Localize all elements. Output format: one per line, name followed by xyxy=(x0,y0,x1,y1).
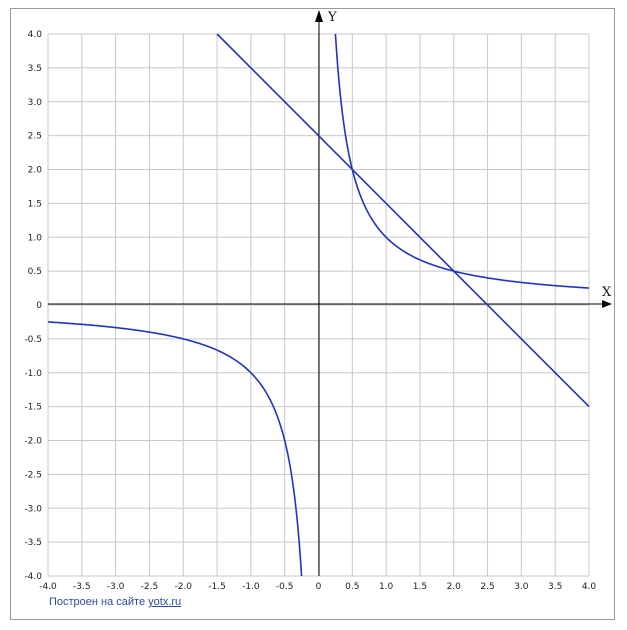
x-tick-label: 0 xyxy=(316,582,322,592)
x-tick-label: -1.0 xyxy=(242,582,260,592)
x-tick-label: 4.0 xyxy=(582,582,597,592)
x-tick-label: 2.0 xyxy=(447,582,462,592)
chart-frame xyxy=(10,8,615,620)
y-tick-label: -2.5 xyxy=(24,470,42,480)
y-axis-arrow xyxy=(315,10,323,22)
y-tick-label: 4.0 xyxy=(28,30,43,40)
y-tick-label: -0.5 xyxy=(24,335,42,345)
y-tick-label: -2.0 xyxy=(24,437,42,447)
x-tick-label: -3.0 xyxy=(107,582,125,592)
x-axis-arrow xyxy=(602,300,612,308)
x-tick-label: 1.5 xyxy=(413,582,427,592)
y-tick-label: 0.5 xyxy=(28,267,42,277)
tick-labels: -4.0 -3.5 -3.0 -2.5 -2.0 -1.5 -1.0 -0.5 0 0.5 1.0 1… xyxy=(24,30,596,592)
y-tick-label: 3.0 xyxy=(28,98,43,108)
y-tick-label: -1.5 xyxy=(24,403,42,413)
y-tick-label: -4.0 xyxy=(24,572,42,582)
footer: Построен на сайте yotx.ru xyxy=(49,596,181,608)
y-tick-label: 2.5 xyxy=(28,132,42,142)
x-tick-label: 3.0 xyxy=(514,582,529,592)
y-tick-label: -3.5 xyxy=(24,538,42,548)
y-tick-label: 2.0 xyxy=(28,166,43,176)
y-tick-label: 0 xyxy=(36,301,42,311)
axes: X Y xyxy=(48,10,612,576)
y-tick-label: -1.0 xyxy=(24,369,42,379)
series-2-line xyxy=(334,33,590,289)
x-tick-label: -3.5 xyxy=(73,582,91,592)
x-tick-label: -4.0 xyxy=(39,582,57,592)
y-tick-label: -3.0 xyxy=(24,504,42,514)
site-link[interactable]: yotx.ru xyxy=(148,596,182,608)
x-tick-label: 3.5 xyxy=(548,582,562,592)
curves xyxy=(47,33,590,577)
x-axis-label: X xyxy=(602,285,612,300)
y-tick-label: 3.5 xyxy=(28,64,42,74)
x-tick-label: -0.5 xyxy=(276,582,294,592)
x-tick-label: 2.5 xyxy=(480,582,494,592)
x-tick-label: 0.5 xyxy=(345,582,359,592)
series-1-line xyxy=(216,33,590,408)
y-axis-label: Y xyxy=(327,10,337,25)
y-tick-label: 1.5 xyxy=(28,199,42,209)
y-tick-label: 1.0 xyxy=(28,233,43,243)
series-3-line xyxy=(47,321,303,577)
x-tick-label: 1.0 xyxy=(379,582,394,592)
x-tick-label: -2.5 xyxy=(141,582,159,592)
x-tick-label: -2.0 xyxy=(174,582,192,592)
x-tick-label: -1.5 xyxy=(208,582,226,592)
footer-text: Построен на сайте xyxy=(49,596,146,608)
